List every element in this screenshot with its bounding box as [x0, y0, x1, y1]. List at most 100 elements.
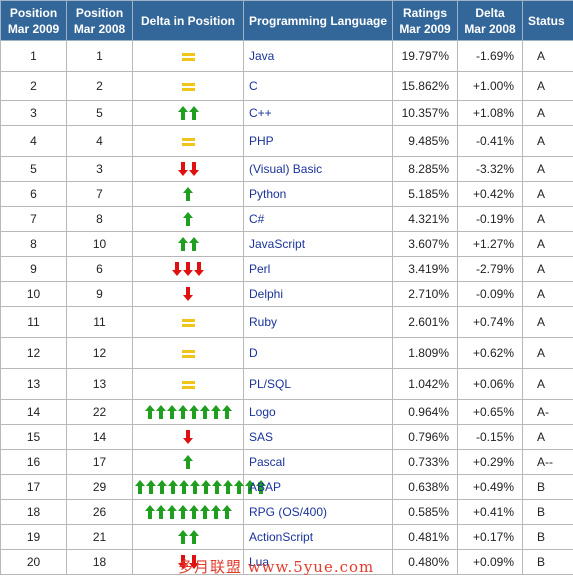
delta-position-cell [133, 72, 244, 101]
language-cell: Delphi [244, 282, 393, 307]
delta-position-cell [133, 157, 244, 182]
delta-cell: -1.69% [458, 41, 523, 72]
delta-cell: +0.17% [458, 525, 523, 550]
status-cell: A [523, 307, 573, 338]
delta-cell: +0.06% [458, 369, 523, 400]
delta-position-cell [133, 101, 244, 126]
delta-arrows [145, 505, 232, 519]
delta-cell: +0.62% [458, 338, 523, 369]
language-cell: D [244, 338, 393, 369]
arrow-up-icon [145, 505, 155, 519]
rating-cell: 0.964% [393, 400, 458, 425]
header-status: Status [523, 1, 573, 41]
language-cell: PL/SQL [244, 369, 393, 400]
delta-cell: -3.32% [458, 157, 523, 182]
delta-arrows [183, 187, 193, 201]
delta-position-cell [133, 450, 244, 475]
delta-cell: +0.74% [458, 307, 523, 338]
position-2009-cell: 10 [1, 282, 67, 307]
language-cell: C++ [244, 101, 393, 126]
position-2008-cell: 10 [67, 232, 133, 257]
position-2009-cell: 16 [1, 450, 67, 475]
language-cell: ABAP [244, 475, 393, 500]
status-cell: A [523, 207, 573, 232]
status-cell: A [523, 232, 573, 257]
position-2009-cell: 5 [1, 157, 67, 182]
arrow-up-icon [178, 505, 188, 519]
arrow-up-icon [234, 480, 244, 494]
position-2009-cell: 17 [1, 475, 67, 500]
arrow-down-icon [189, 162, 199, 176]
equal-icon [182, 350, 195, 358]
delta-cell: +1.27% [458, 232, 523, 257]
arrow-up-icon [200, 405, 210, 419]
delta-arrows [145, 405, 232, 419]
delta-position-cell [133, 232, 244, 257]
delta-position-cell [133, 41, 244, 72]
status-cell: B [523, 500, 573, 525]
language-cell: C [244, 72, 393, 101]
rating-cell: 3.607% [393, 232, 458, 257]
arrow-up-icon [211, 505, 221, 519]
arrow-up-icon [167, 405, 177, 419]
header-delta-position: Delta in Position [133, 1, 244, 41]
arrow-down-icon [172, 262, 182, 276]
rating-cell: 4.321% [393, 207, 458, 232]
language-cell: Pascal [244, 450, 393, 475]
delta-arrows [178, 162, 199, 176]
delta-cell: +0.65% [458, 400, 523, 425]
status-cell: A [523, 157, 573, 182]
position-2009-cell: 13 [1, 369, 67, 400]
rating-cell: 0.733% [393, 450, 458, 475]
delta-cell: -0.09% [458, 282, 523, 307]
position-2009-cell: 9 [1, 257, 67, 282]
delta-position-cell [133, 126, 244, 157]
position-2008-cell: 1 [67, 41, 133, 72]
arrow-up-icon [189, 106, 199, 120]
position-2008-cell: 14 [67, 425, 133, 450]
status-cell: A [523, 282, 573, 307]
rating-cell: 3.419% [393, 257, 458, 282]
position-2008-cell: 22 [67, 400, 133, 425]
delta-cell: -0.19% [458, 207, 523, 232]
delta-position-cell [133, 500, 244, 525]
position-2009-cell: 12 [1, 338, 67, 369]
position-2008-cell: 6 [67, 257, 133, 282]
rating-cell: 0.796% [393, 425, 458, 450]
language-cell: Python [244, 182, 393, 207]
delta-arrows [178, 237, 199, 251]
delta-position-cell [133, 425, 244, 450]
delta-cell: +0.49% [458, 475, 523, 500]
language-cell: Ruby [244, 307, 393, 338]
equal-icon [182, 319, 195, 327]
position-2008-cell: 3 [67, 157, 133, 182]
position-2009-cell: 3 [1, 101, 67, 126]
arrow-up-icon [178, 237, 188, 251]
delta-position-cell [133, 338, 244, 369]
status-cell: A-- [523, 450, 573, 475]
delta-position-cell [133, 182, 244, 207]
delta-cell: +0.29% [458, 450, 523, 475]
rating-cell: 9.485% [393, 126, 458, 157]
arrow-up-icon [156, 505, 166, 519]
delta-arrows [172, 262, 204, 276]
arrow-up-icon [189, 237, 199, 251]
position-2009-cell: 14 [1, 400, 67, 425]
delta-arrows [178, 530, 199, 544]
position-2009-cell: 4 [1, 126, 67, 157]
arrow-up-icon [168, 480, 178, 494]
delta-arrows [183, 455, 193, 469]
position-2009-cell: 6 [1, 182, 67, 207]
arrow-down-icon [183, 430, 193, 444]
arrow-up-icon [189, 505, 199, 519]
delta-cell: -2.79% [458, 257, 523, 282]
